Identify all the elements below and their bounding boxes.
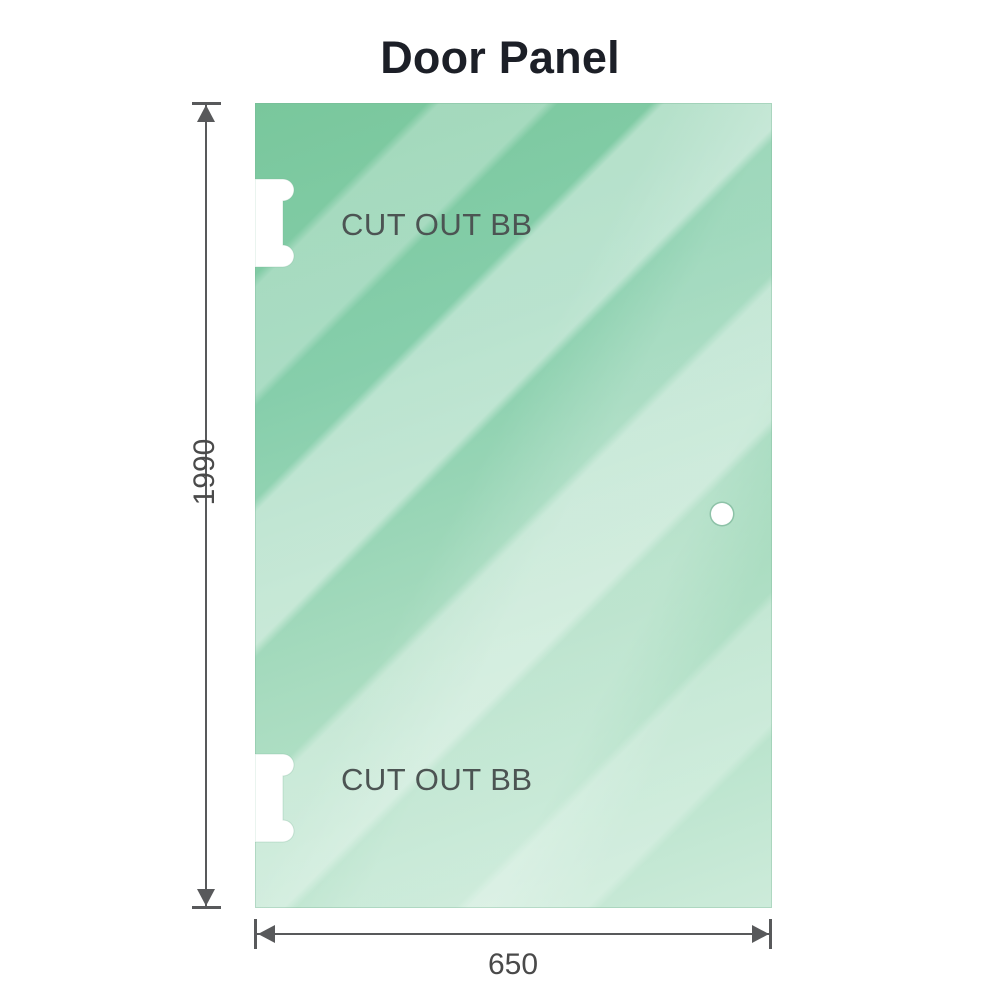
width-arrow-left-icon [258,925,275,943]
page-title: Door Panel [380,32,620,83]
height-arrow-down-icon [197,889,215,906]
glass-surface [255,103,772,908]
height-extension-tick-top [192,102,221,105]
height-dimension-label: 1990 [188,438,221,506]
width-arrow-right-icon [752,925,769,943]
cutout-upper-label: CUT OUT BB [341,207,533,242]
width-extension-tick-right [769,919,772,949]
cutout-upper [255,175,301,271]
height-arrow-up-icon [197,105,215,122]
width-dimension-label: 650 [487,948,539,981]
cutout-lower [255,750,301,846]
width-extension-tick-left [254,919,257,949]
width-dimension-line [255,933,772,935]
height-extension-tick-bottom [192,906,221,909]
height-dimension-line [205,103,207,908]
cutout-lower-label: CUT OUT BB [341,762,533,797]
handle-hole [711,503,733,525]
